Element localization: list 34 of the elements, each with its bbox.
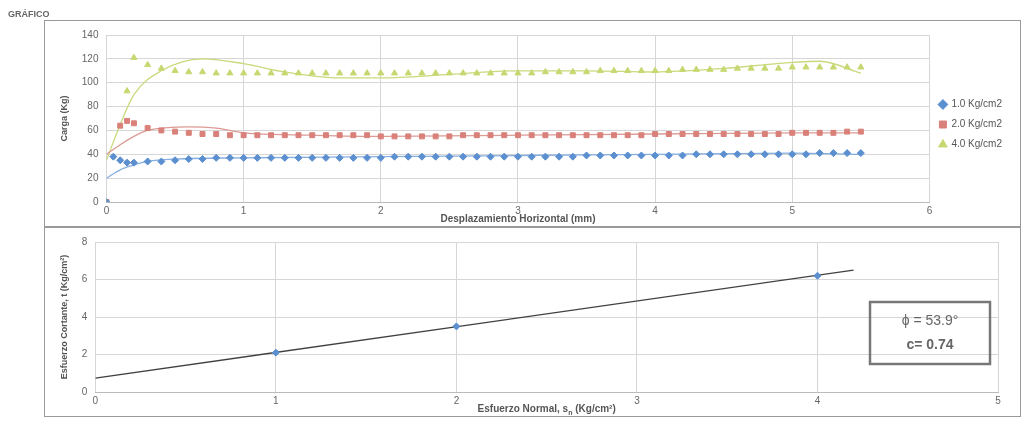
x-tick-label: 2	[378, 204, 385, 216]
legend-label: 2.0 Kg/cm2	[951, 118, 1003, 130]
y-tick-label: 0	[81, 385, 88, 397]
x-tick-label: 5	[995, 394, 1002, 406]
y-tick-label: 20	[87, 171, 99, 183]
x-tick-label: 0	[103, 204, 110, 216]
legend-label: 4.0 Kg/cm2	[951, 138, 1003, 150]
text: GRÁFICO	[8, 8, 51, 20]
x-tick-label: 1	[273, 394, 280, 406]
y-tick-label: 60	[87, 124, 99, 136]
y-axis-title: Esfuerzo Cortante, t (Kg/cm²)	[58, 254, 69, 380]
x-tick-label: 2	[453, 394, 460, 406]
x-tick-label: 3	[634, 394, 641, 406]
annotation: ϕ = 53.9°	[901, 311, 959, 328]
y-tick-label: 80	[87, 100, 99, 112]
y-tick-label: 8	[81, 235, 88, 247]
y-axis-title: Carga (Kg)	[58, 95, 69, 142]
annotation: c= 0.74	[906, 335, 954, 352]
x-tick-label: 5	[789, 204, 796, 216]
y-tick-label: 40	[87, 148, 99, 160]
y-tick-label: 100	[81, 76, 99, 88]
y-tick-label: 120	[81, 52, 99, 64]
x-tick-label: 3	[515, 204, 522, 216]
y-tick-label: 140	[81, 28, 99, 40]
y-tick-label: 6	[81, 273, 88, 285]
x-tick-label: 1	[240, 204, 247, 216]
x-tick-label: 6	[926, 204, 933, 216]
x-tick-label: 4	[652, 204, 659, 216]
legend-label: 1.0 Kg/cm2	[951, 98, 1003, 110]
x-tick-label: 4	[814, 394, 821, 406]
x-axis-title: Desplazamiento Horizontal (mm)	[440, 213, 596, 224]
y-tick-label: 2	[81, 348, 88, 360]
y-tick-label: 4	[81, 310, 88, 322]
y-tick-label: 0	[92, 195, 99, 207]
